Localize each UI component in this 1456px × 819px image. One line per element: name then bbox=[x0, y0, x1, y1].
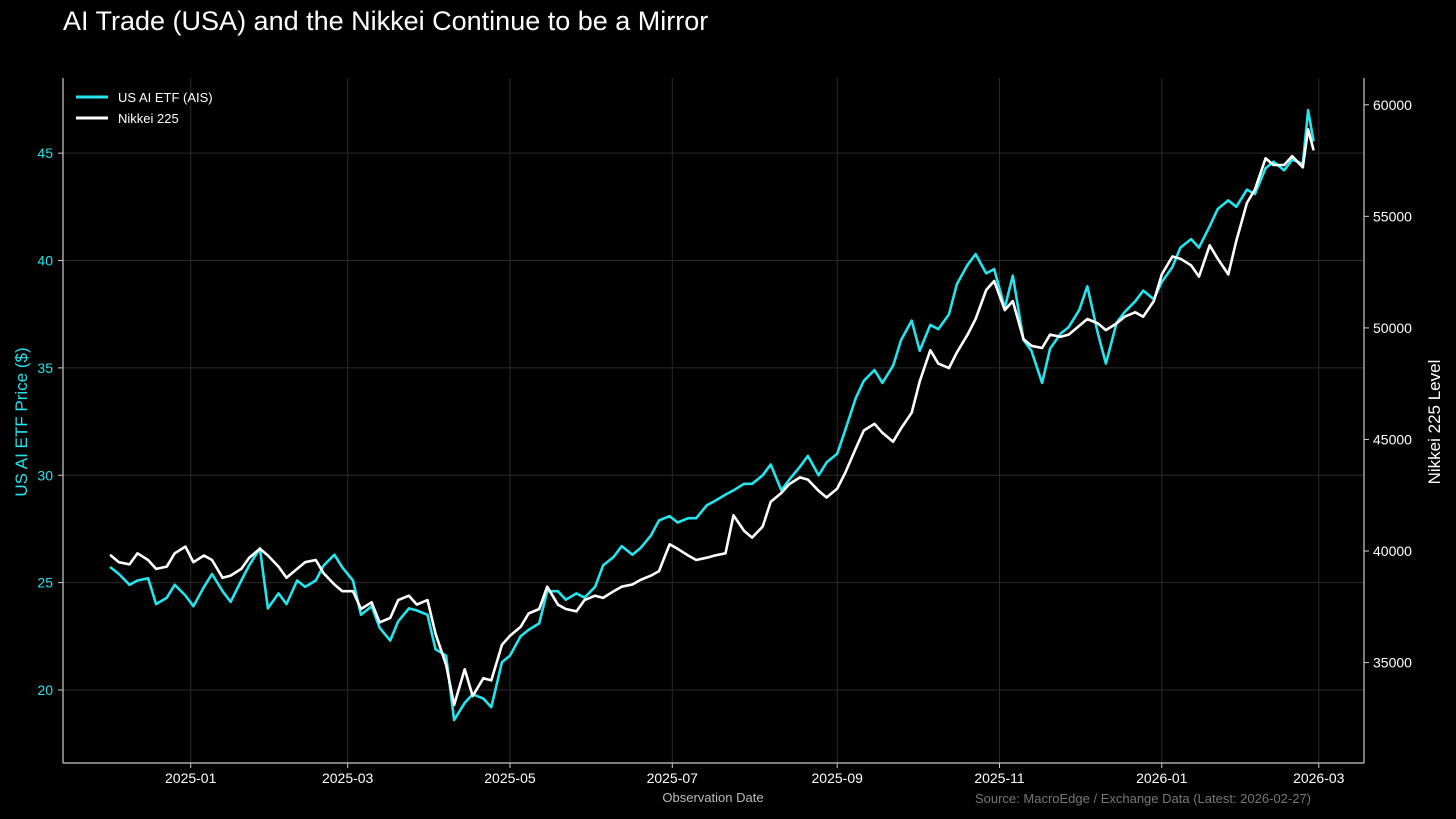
y-right-tick-label: 60000 bbox=[1373, 97, 1412, 113]
tick-layer: 2025-01 2025-03 2025-05 2025-07 2025-09 2025-… bbox=[37, 97, 1412, 786]
y-right-tick-label: 55000 bbox=[1373, 208, 1412, 224]
y-left-tick-label: 25 bbox=[37, 575, 53, 591]
y-right-tick-label: 50000 bbox=[1373, 320, 1412, 336]
y-left-tick-label: 45 bbox=[37, 145, 53, 161]
y-left-tick-label: 35 bbox=[37, 360, 53, 376]
legend: US AI ETF (AIS) Nikkei 225 bbox=[76, 90, 213, 126]
x-tick-label: 2025-05 bbox=[484, 770, 536, 786]
x-axis-title: Observation Date bbox=[662, 790, 763, 805]
y-left-tick-label: 40 bbox=[37, 253, 53, 269]
chart-title: AI Trade (USA) and the Nikkei Continue t… bbox=[63, 6, 709, 36]
grid-layer bbox=[63, 78, 1364, 763]
y-left-tick-label: 30 bbox=[37, 467, 53, 483]
source-note: Source: MacroEdge / Exchange Data (Lates… bbox=[975, 791, 1311, 806]
x-tick-label: 2025-07 bbox=[647, 770, 699, 786]
y-left-tick-label: 20 bbox=[37, 682, 53, 698]
x-tick-label: 2025-09 bbox=[812, 770, 864, 786]
series-layer bbox=[109, 108, 1315, 722]
series-line-ai-etf bbox=[109, 108, 1315, 722]
x-tick-label: 2026-01 bbox=[1136, 770, 1188, 786]
y-right-tick-label: 45000 bbox=[1373, 431, 1412, 447]
x-tick-label: 2026-03 bbox=[1293, 770, 1345, 786]
x-tick-label: 2025-01 bbox=[165, 770, 217, 786]
legend-label-nikkei: Nikkei 225 bbox=[118, 111, 179, 126]
x-tick-label: 2025-11 bbox=[974, 770, 1025, 786]
y-right-tick-label: 35000 bbox=[1373, 655, 1412, 671]
y-left-axis-title: US AI ETF Price ($) bbox=[12, 347, 31, 496]
axis-layer bbox=[62, 78, 1365, 764]
series-line-nikkei bbox=[109, 128, 1315, 707]
x-tick-label: 2025-03 bbox=[322, 770, 374, 786]
y-right-axis-title: Nikkei 225 Level bbox=[1425, 360, 1444, 485]
legend-label-ai-etf: US AI ETF (AIS) bbox=[118, 90, 213, 105]
y-right-tick-label: 40000 bbox=[1373, 543, 1412, 559]
